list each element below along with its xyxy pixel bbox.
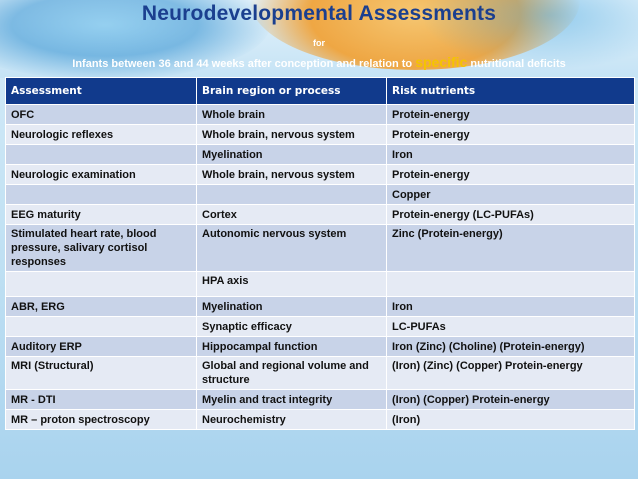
cell-brain-region — [196, 184, 387, 205]
subtitle-highlight: specific — [415, 54, 468, 70]
table-row: Stimulated heart rate, blood pressure, s… — [5, 224, 635, 272]
table-row: ABR, ERG Myelination Iron — [5, 296, 635, 317]
cell-assessment — [5, 184, 197, 205]
cell-brain-region: HPA axis — [196, 271, 387, 297]
header-assessment: Assessment — [5, 77, 197, 105]
subtitle-text-after: nutritional deficits — [467, 58, 566, 70]
slide-title: Neurodevelopmental Assessments — [141, 2, 497, 25]
cell-risk-nutrients: Protein-energy — [386, 104, 635, 125]
cell-brain-region: Myelin and tract integrity — [196, 389, 387, 410]
cell-assessment: EEG maturity — [5, 204, 197, 225]
cell-assessment: OFC — [5, 104, 197, 125]
cell-brain-region: Myelination — [196, 144, 387, 165]
cell-risk-nutrients: (Iron) (Copper) Protein-energy — [386, 389, 635, 410]
cell-risk-nutrients: Copper — [386, 184, 635, 205]
cell-brain-region: Cortex — [196, 204, 387, 225]
cell-risk-nutrients: Iron (Zinc) (Choline) (Protein-energy) — [386, 336, 635, 357]
table-header-row: Assessment Brain region or process Risk … — [5, 77, 635, 105]
cell-brain-region: Autonomic nervous system — [196, 224, 387, 272]
table-row: EEG maturity Cortex Protein-energy (LC-PUF… — [5, 204, 635, 225]
cell-assessment — [5, 316, 197, 337]
cell-brain-region: Whole brain, nervous system — [196, 164, 387, 185]
cell-assessment — [5, 271, 197, 297]
cell-risk-nutrients: Iron — [386, 296, 635, 317]
cell-assessment: ABR, ERG — [5, 296, 197, 317]
assessment-table: Assessment Brain region or process Risk … — [5, 77, 635, 430]
table-row: Synaptic efficacy LC-PUFAs — [5, 316, 635, 337]
cell-risk-nutrients: Protein-energy — [386, 124, 635, 145]
table-row: MR - DTI Myelin and tract integrity (Iron)… — [5, 389, 635, 410]
cell-assessment — [5, 144, 197, 165]
cell-assessment: MRI (Structural) — [5, 356, 197, 390]
cell-risk-nutrients: (Iron) — [386, 409, 635, 430]
cell-risk-nutrients: Protein-energy — [386, 164, 635, 185]
cell-risk-nutrients — [386, 271, 635, 297]
cell-brain-region: Myelination — [196, 296, 387, 317]
table-row: Neurologic examination Whole brain, nervo… — [5, 164, 635, 185]
cell-brain-region: Hippocampal function — [196, 336, 387, 357]
cell-risk-nutrients: Protein-energy (LC-PUFAs) — [386, 204, 635, 225]
header-background — [0, 0, 638, 78]
header-brain-region: Brain region or process — [196, 77, 387, 105]
header-risk-nutrients: Risk nutrients — [386, 77, 635, 105]
cell-brain-region: Whole brain, nervous system — [196, 124, 387, 145]
table-row: HPA axis — [5, 271, 635, 297]
cell-brain-region: Global and regional volume and structure — [196, 356, 387, 390]
table-body: OFC Whole brain Protein-energy Neurologic r… — [5, 104, 635, 430]
subtitle-text-before: Infants between 36 and 44 weeks after co… — [72, 58, 416, 70]
table-row: Auditory ERP Hippocampal function Iron (Zi… — [5, 336, 635, 357]
cell-assessment: Neurologic reflexes — [5, 124, 197, 145]
cell-risk-nutrients: (Iron) (Zinc) (Copper) Protein-energy — [386, 356, 635, 390]
cell-brain-region: Whole brain — [196, 104, 387, 125]
table-row: Neurologic reflexes Whole brain, nervous … — [5, 124, 635, 145]
table-row: MRI (Structural) Global and regional volu… — [5, 356, 635, 390]
cell-assessment: Auditory ERP — [5, 336, 197, 357]
slide-for-label: for — [313, 38, 325, 48]
table-row: MR – proton spectroscopy Neurochemistry (I… — [5, 409, 635, 430]
cell-assessment: Stimulated heart rate, blood pressure, s… — [5, 224, 197, 272]
cell-brain-region: Synaptic efficacy — [196, 316, 387, 337]
cell-assessment: MR - DTI — [5, 389, 197, 410]
cell-risk-nutrients: LC-PUFAs — [386, 316, 635, 337]
cell-assessment: MR – proton spectroscopy — [5, 409, 197, 430]
cell-risk-nutrients: Iron — [386, 144, 635, 165]
table-row: OFC Whole brain Protein-energy — [5, 104, 635, 125]
slide-subtitle: Infants between 36 and 44 weeks after co… — [6, 54, 632, 70]
cell-brain-region: Neurochemistry — [196, 409, 387, 430]
table-row: Copper — [5, 184, 635, 205]
table-row: Myelination Iron — [5, 144, 635, 165]
cell-risk-nutrients: Zinc (Protein-energy) — [386, 224, 635, 272]
cell-assessment: Neurologic examination — [5, 164, 197, 185]
